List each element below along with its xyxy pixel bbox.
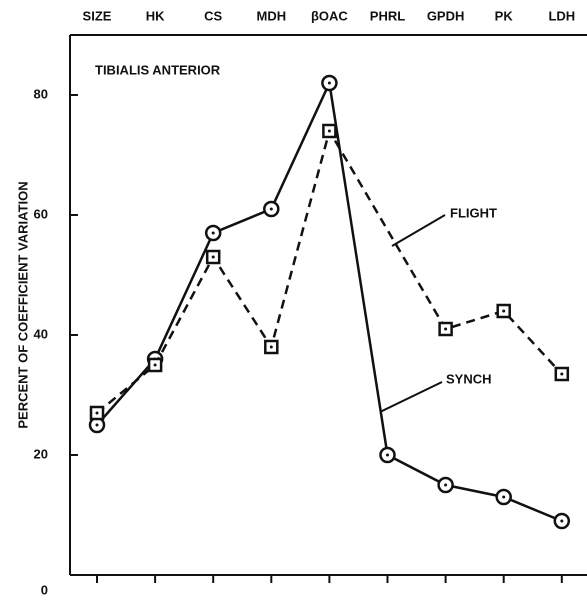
marker-dot bbox=[444, 327, 448, 331]
leader-line bbox=[391, 214, 446, 247]
marker-dot bbox=[327, 129, 331, 133]
marker-dot bbox=[502, 495, 506, 499]
marker-dot bbox=[502, 309, 506, 313]
y-tick-label: 40 bbox=[34, 326, 48, 341]
marker-dot bbox=[560, 372, 564, 376]
marker-dot bbox=[269, 207, 273, 211]
marker-dot bbox=[153, 363, 157, 367]
leader-line bbox=[379, 381, 443, 413]
x-tick-label: βOAC bbox=[311, 8, 348, 23]
marker-dot bbox=[386, 453, 389, 457]
y-tick-label: 0 bbox=[41, 582, 48, 597]
x-tick-label: PHRL bbox=[370, 8, 405, 23]
y-tick-label: 80 bbox=[34, 86, 48, 101]
marker-dot bbox=[560, 519, 564, 523]
marker-dot bbox=[444, 483, 448, 487]
x-tick-label: SIZE bbox=[83, 8, 112, 23]
x-tick-label: MDH bbox=[256, 8, 286, 23]
annotation: TIBIALIS ANTERIOR bbox=[95, 62, 221, 77]
x-tick-label: GPDH bbox=[427, 8, 465, 23]
marker-dot bbox=[211, 231, 215, 235]
marker-dot bbox=[211, 255, 215, 259]
y-tick-label: 20 bbox=[34, 446, 48, 461]
x-tick-label: LDH bbox=[548, 8, 575, 23]
marker-dot bbox=[95, 423, 99, 427]
series-line bbox=[96, 127, 563, 414]
x-tick-label: PK bbox=[495, 8, 514, 23]
marker-dot bbox=[95, 411, 99, 415]
series-line bbox=[96, 78, 563, 523]
y-tick-label: 60 bbox=[34, 206, 48, 221]
x-tick-label: CS bbox=[204, 8, 222, 23]
series-label: FLIGHT bbox=[450, 205, 497, 220]
series-label: SYNCH bbox=[446, 371, 492, 386]
marker-dot bbox=[327, 81, 331, 85]
x-tick-label: HK bbox=[146, 8, 165, 23]
y-axis-label: PERCENT OF COEFFICIENT VARIATION bbox=[15, 181, 30, 428]
marker-dot bbox=[269, 345, 273, 349]
